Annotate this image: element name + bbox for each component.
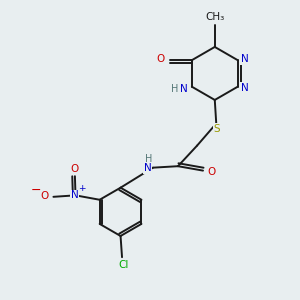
Text: N: N [71,190,79,200]
Text: CH₃: CH₃ [205,13,224,22]
Text: N: N [241,54,249,64]
Text: O: O [40,191,49,201]
Text: −: − [31,184,42,197]
Text: H: H [171,84,178,94]
Text: O: O [70,164,78,174]
Text: Cl: Cl [118,260,129,269]
Text: O: O [157,54,165,64]
Text: +: + [78,184,86,194]
Text: S: S [214,124,220,134]
Text: O: O [207,167,215,177]
Text: N: N [180,84,188,94]
Text: H: H [145,154,152,164]
Text: N: N [241,83,249,93]
Text: N: N [144,163,152,173]
